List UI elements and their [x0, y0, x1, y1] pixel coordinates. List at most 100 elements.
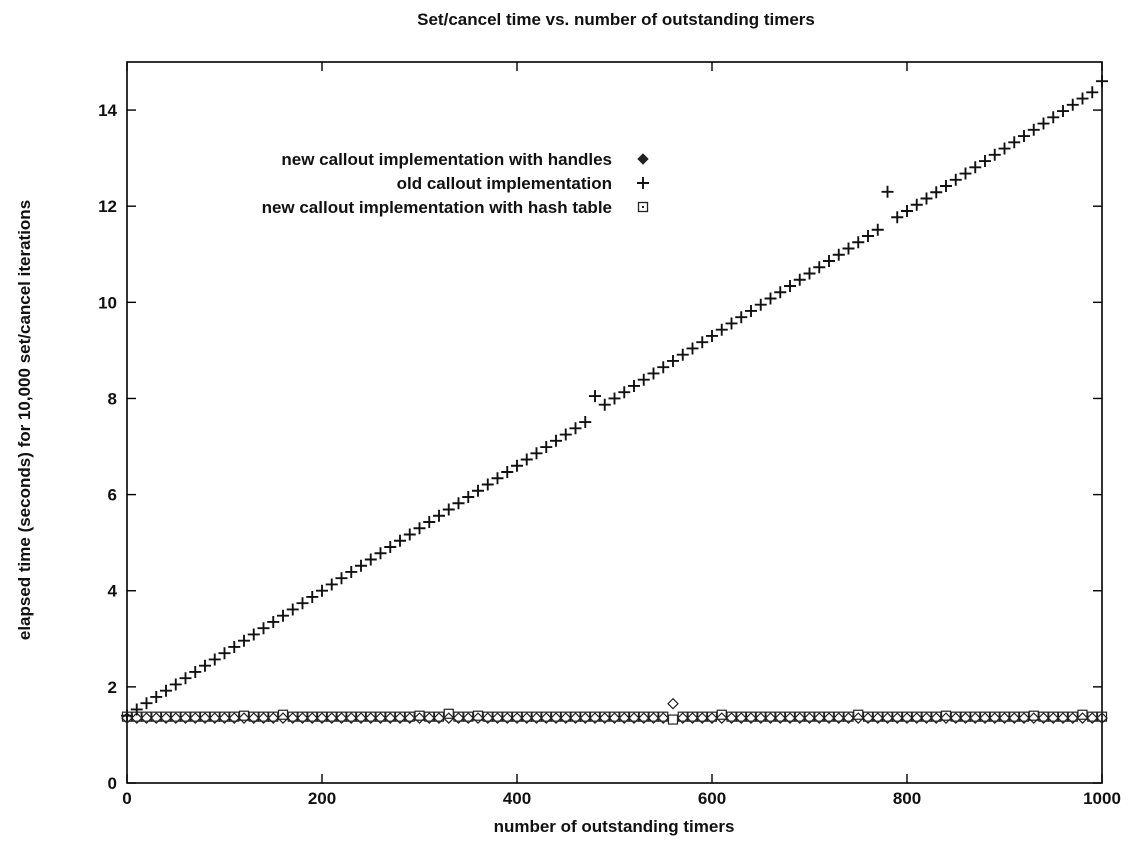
y-tick-label: 6 — [108, 486, 117, 505]
data-point — [637, 712, 650, 724]
data-point — [169, 678, 182, 691]
data-points — [121, 75, 1108, 725]
y-tick-label: 8 — [108, 389, 117, 408]
x-tick-label: 600 — [698, 789, 726, 808]
data-point — [394, 534, 406, 547]
data-point — [482, 711, 493, 722]
y-tick-label: 2 — [108, 678, 117, 697]
data-point — [365, 711, 376, 722]
data-point — [715, 712, 728, 724]
data-point — [268, 711, 279, 722]
data-point — [520, 453, 533, 466]
y-tick-label: 0 — [108, 774, 117, 793]
data-point — [248, 711, 259, 722]
data-point — [1048, 711, 1059, 722]
data-point — [891, 712, 904, 724]
data-point — [989, 711, 1000, 722]
data-point — [1027, 123, 1040, 136]
data-point — [998, 712, 1011, 724]
data-point — [677, 711, 688, 722]
data-point — [346, 711, 357, 722]
data-point — [492, 711, 503, 722]
data-point — [862, 230, 874, 243]
data-point — [472, 484, 484, 497]
data-point — [1018, 712, 1030, 724]
data-point — [190, 711, 201, 722]
data-point — [531, 711, 542, 722]
data-point — [570, 711, 581, 722]
data-point — [403, 712, 416, 724]
data-point — [920, 192, 933, 205]
data-point — [871, 223, 884, 236]
data-point — [930, 186, 943, 199]
data-point — [1018, 130, 1030, 143]
data-point — [559, 712, 572, 724]
data-point — [375, 711, 386, 722]
data-point — [442, 712, 455, 724]
data-point — [219, 711, 230, 722]
data-point — [843, 711, 854, 722]
data-point — [199, 659, 211, 672]
data-point — [1009, 711, 1020, 722]
data-point — [277, 712, 289, 724]
legend-entry-label: new callout implementation with handles — [281, 150, 612, 169]
data-point — [550, 712, 562, 724]
data-point — [706, 329, 718, 342]
data-point — [130, 703, 143, 716]
data-point — [579, 416, 592, 429]
data-point — [286, 712, 299, 724]
data-point — [277, 709, 289, 720]
chart-title: Set/cancel time vs. number of outstandin… — [417, 10, 815, 29]
data-point — [706, 711, 718, 722]
x-axis-label: number of outstanding timers — [494, 817, 735, 836]
data-point — [433, 509, 445, 522]
data-point — [676, 348, 689, 361]
data-point — [715, 323, 728, 336]
data-point — [277, 609, 289, 622]
data-point — [414, 710, 425, 721]
data-point — [335, 712, 348, 724]
data-point — [901, 712, 913, 724]
data-point — [394, 711, 406, 722]
data-point — [892, 711, 903, 722]
x-tick-label: 0 — [122, 789, 131, 808]
data-point — [891, 211, 904, 224]
data-point — [452, 497, 465, 510]
data-point — [364, 553, 377, 566]
data-point — [764, 712, 777, 724]
data-point — [764, 292, 777, 305]
data-point — [130, 712, 143, 724]
data-point — [179, 672, 192, 685]
data-point — [307, 711, 318, 722]
data-point — [296, 712, 309, 724]
data-point — [823, 254, 835, 267]
data-point — [901, 205, 913, 218]
data-point — [755, 711, 766, 722]
data-point — [960, 711, 971, 722]
data-point — [316, 584, 328, 597]
data-point — [754, 712, 767, 724]
data-point — [325, 712, 338, 724]
data-point — [648, 711, 659, 722]
data-point — [1086, 712, 1099, 724]
data-point — [1027, 712, 1040, 724]
data-point — [988, 148, 1001, 161]
data-point — [1037, 117, 1050, 130]
data-point — [832, 712, 845, 724]
data-point — [355, 559, 367, 572]
y-tick-label: 12 — [98, 197, 117, 216]
data-point — [229, 711, 240, 722]
data-point — [208, 653, 221, 666]
data-point — [813, 261, 826, 274]
data-point — [793, 273, 806, 286]
data-point — [540, 712, 553, 724]
data-point — [676, 712, 689, 724]
legend-marker-diamond — [637, 153, 649, 165]
data-point — [121, 711, 133, 722]
data-point — [969, 161, 982, 174]
data-point — [257, 622, 270, 635]
data-point — [463, 711, 474, 722]
data-point — [647, 367, 660, 380]
data-point — [842, 712, 855, 724]
data-point — [862, 711, 874, 722]
